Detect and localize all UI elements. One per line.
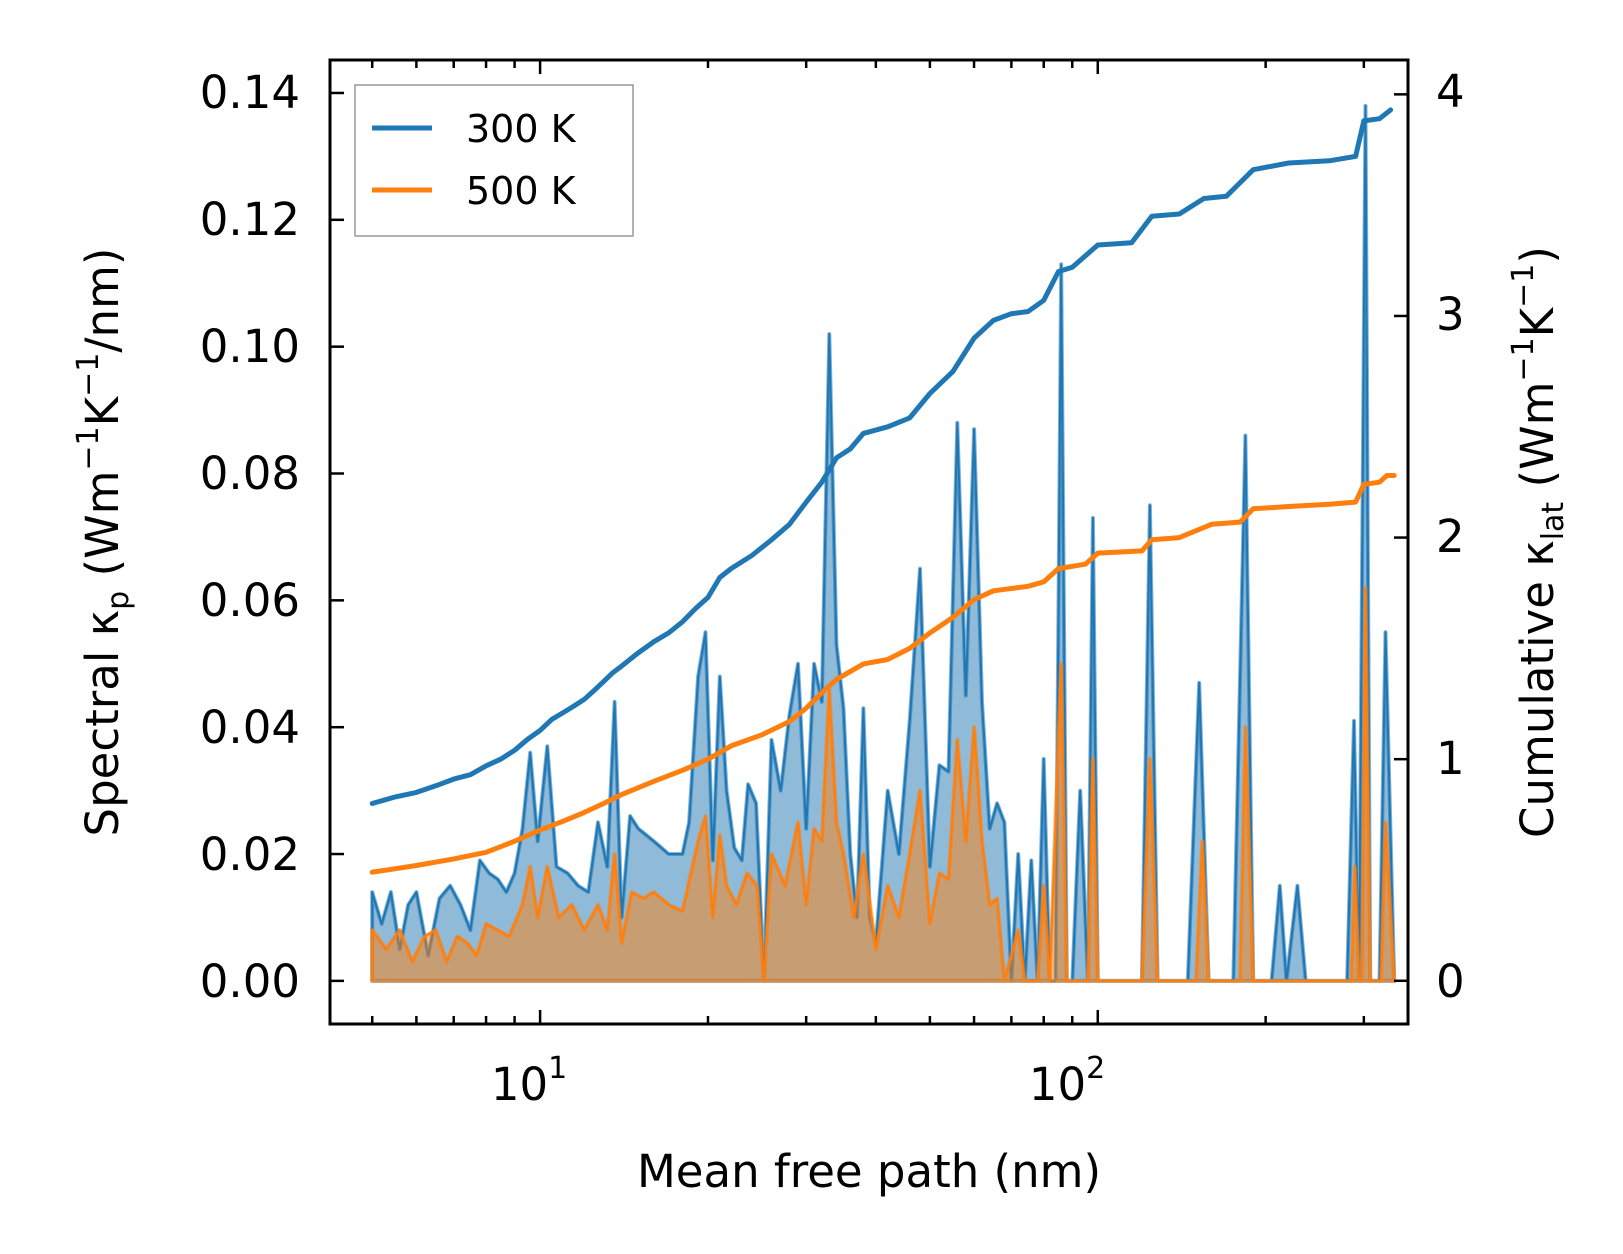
y-right-tick-label: 3 bbox=[1436, 288, 1465, 341]
y-left-tick-label: 0.10 bbox=[200, 320, 300, 373]
y-right-tick-label: 4 bbox=[1436, 65, 1465, 118]
x-tick-label-100: 102 bbox=[1029, 1051, 1105, 1111]
y-left-tick-label: 0.04 bbox=[200, 701, 300, 754]
cumulative-line-300k bbox=[369, 107, 1394, 806]
y-left-tick-label: 0.08 bbox=[200, 447, 300, 500]
y-left-tick-label: 0.00 bbox=[200, 955, 300, 1008]
y-right-tick-label: 0 bbox=[1436, 955, 1465, 1008]
svg-text:101: 101 bbox=[491, 1051, 567, 1111]
svg-text:102: 102 bbox=[1029, 1051, 1105, 1111]
x-axis-label: Mean free path (nm) bbox=[637, 1145, 1101, 1198]
cumulative-line-500k bbox=[369, 473, 1397, 875]
svg-text:Spectral κp (Wm−1K−1/nm): Spectral κp (Wm−1K−1/nm) bbox=[71, 248, 136, 837]
y-left-axis-label: Spectral κp (Wm−1K−1/nm) bbox=[71, 248, 136, 837]
y-left-tick-label: 0.02 bbox=[200, 828, 300, 881]
cumulative-lines bbox=[369, 107, 1397, 875]
y-left-tick-label: 0.12 bbox=[200, 193, 300, 246]
x-tick-label-10: 101 bbox=[491, 1051, 567, 1111]
legend-box bbox=[354, 84, 634, 237]
x-tick-exponent: 1 bbox=[548, 1051, 567, 1086]
y-left-tick-label: 0.14 bbox=[200, 66, 300, 119]
x-tick-base: 10 bbox=[491, 1058, 548, 1111]
legend-label-500k: 500 K bbox=[466, 169, 577, 213]
spectral-fills bbox=[370, 103, 1397, 983]
y-left-tick-label: 0.06 bbox=[200, 574, 300, 627]
legend: 300 K 500 K bbox=[354, 84, 634, 237]
axis-ticks bbox=[330, 60, 1408, 1024]
plot-frame bbox=[328, 58, 1410, 1026]
legend-label-300k: 300 K bbox=[466, 107, 577, 151]
x-tick-exponent: 2 bbox=[1086, 1051, 1105, 1086]
spectral-line-500k bbox=[371, 586, 1396, 982]
y-right-tick-label: 2 bbox=[1436, 510, 1465, 563]
y-right-axis-label: Cumulative κlat (Wm−1K−1) bbox=[1506, 246, 1571, 838]
y-right-tick-label: 1 bbox=[1436, 732, 1465, 785]
x-tick-base: 10 bbox=[1029, 1058, 1086, 1111]
svg-text:Cumulative κlat (Wm−1K−1): Cumulative κlat (Wm−1K−1) bbox=[1506, 246, 1571, 838]
